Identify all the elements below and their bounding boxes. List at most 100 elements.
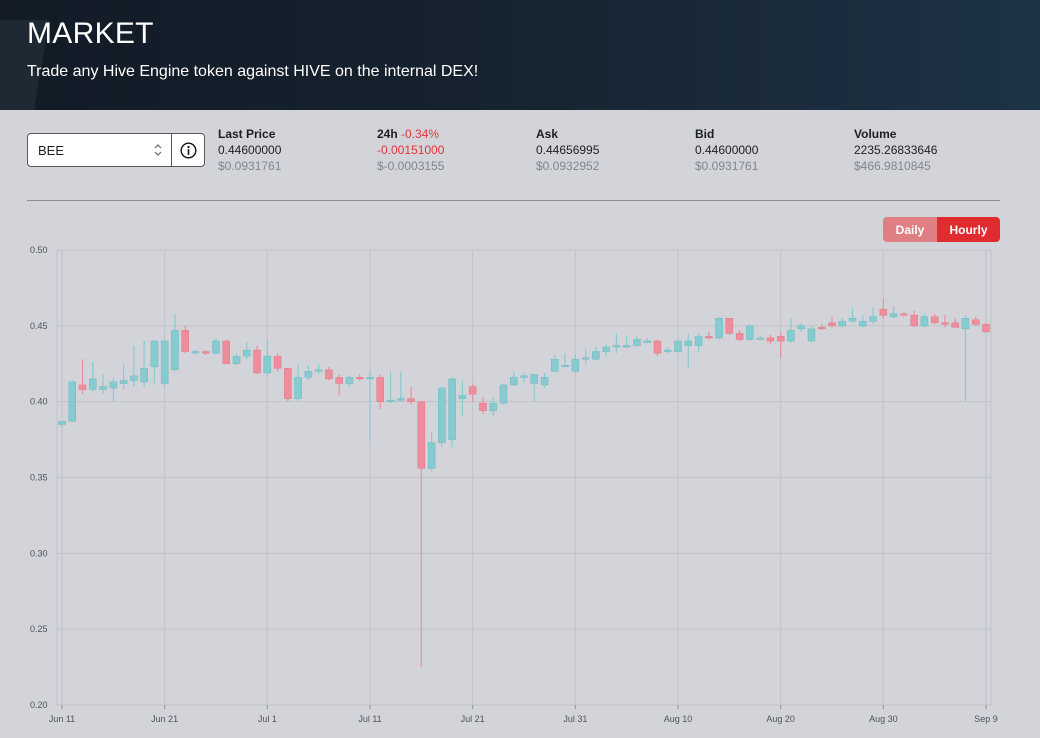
candle-body [304, 371, 313, 378]
stat-usd: $0.0932952 [536, 159, 600, 173]
candle-body [684, 340, 693, 346]
candle-body [386, 399, 395, 402]
stat-value: 0.44656995 [536, 143, 600, 157]
hourly-button[interactable]: Hourly [937, 217, 1000, 242]
candle-body [212, 340, 220, 354]
page-title: MARKET [27, 17, 154, 50]
candle-body [705, 336, 713, 339]
y-tick-label: 0.50 [30, 245, 48, 255]
x-tick-label: Aug 20 [766, 714, 795, 724]
candle-body [294, 377, 302, 399]
stat-value: 0.44600000 [218, 143, 282, 157]
y-tick-label: 0.35 [30, 473, 48, 483]
stat-bid: Bid 0.44600000 $0.0931761 [695, 126, 758, 174]
candle-body [140, 368, 148, 383]
stat-label: Last Price [218, 127, 276, 141]
stat-label: 24h [377, 127, 398, 141]
candle-body [581, 357, 590, 360]
candle-body [438, 387, 446, 443]
x-tick-label: Jul 31 [563, 714, 587, 724]
stat-value: 0.44600000 [695, 143, 759, 157]
y-tick-label: 0.40 [30, 397, 48, 407]
y-tick-label: 0.30 [30, 548, 48, 558]
stat-label: Volume [854, 127, 897, 141]
y-tick-label: 0.45 [30, 321, 48, 331]
stat-usd: $-0.0003155 [377, 159, 445, 173]
stat-usd: $0.0931761 [695, 159, 759, 173]
stat-percent: -0.34% [401, 127, 440, 141]
stat-ask: Ask 0.44656995 $0.0932952 [536, 126, 599, 174]
candle-body [530, 374, 539, 384]
candle-body [551, 358, 559, 372]
candle-body [284, 368, 292, 399]
y-tick-label: 0.20 [30, 700, 48, 710]
candle-body [479, 402, 487, 412]
candle-body [468, 386, 477, 395]
candle-body [150, 340, 159, 368]
candle-body [325, 369, 333, 380]
y-tick-label: 0.25 [30, 624, 48, 634]
candle-body [807, 328, 816, 342]
candle-body [787, 330, 795, 342]
candle-body [663, 349, 672, 352]
x-tick-label: Jul 21 [461, 714, 485, 724]
candle-body [191, 351, 200, 354]
candle-body [540, 377, 549, 386]
candle-body [971, 319, 980, 325]
candle-body [817, 327, 826, 330]
stat-value: 2235.26833646 [854, 143, 938, 157]
stat-usd: $466.9810845 [854, 159, 931, 173]
candle-body [571, 358, 580, 372]
candle-body [930, 316, 939, 324]
stat-last-price: Last Price 0.44600000 $0.0931761 [218, 126, 281, 174]
candle-body [602, 346, 610, 352]
candle-body [828, 322, 836, 327]
daily-button[interactable]: Daily [883, 217, 937, 242]
token-select-value: BEE [38, 142, 65, 158]
candle-body [99, 386, 107, 390]
candle-body [273, 355, 282, 369]
candle-body [951, 322, 959, 328]
x-tick-label: Aug 10 [664, 714, 693, 724]
candle-body [776, 336, 785, 342]
x-tick-label: Jul 1 [258, 714, 277, 724]
candle-body [160, 340, 169, 384]
candle-body [448, 378, 456, 440]
candle-body [489, 402, 497, 412]
candle-body [171, 330, 179, 371]
candle-body [509, 377, 518, 386]
candle-body [181, 330, 189, 352]
candle-body [838, 321, 847, 327]
candle-body [612, 345, 621, 348]
candle-body [694, 336, 703, 346]
candle-body [222, 340, 231, 364]
token-select[interactable]: BEE [27, 133, 172, 167]
candle-body [314, 369, 323, 372]
candle-body [633, 339, 641, 346]
info-icon [179, 141, 197, 159]
candle-body [900, 313, 908, 316]
page-banner: MARKET Trade any Hive Engine token again… [0, 0, 1040, 110]
candle-body [78, 384, 87, 390]
candle-body [253, 349, 261, 374]
candle-body [119, 380, 128, 384]
candle-body [653, 340, 662, 354]
candle-body [920, 316, 929, 327]
stat-volume: Volume 2235.26833646 $466.9810845 [854, 126, 937, 174]
token-info-button[interactable] [171, 133, 205, 167]
candle-body [58, 421, 66, 425]
candle-body [232, 355, 241, 364]
candle-body [335, 377, 343, 384]
candle-body [109, 381, 118, 389]
candle-body [848, 318, 857, 322]
stat-usd: $0.0931761 [218, 159, 282, 173]
candle-body [397, 398, 405, 401]
candle-body [427, 442, 436, 469]
x-tick-label: Sep 9 [974, 714, 998, 724]
divider [27, 200, 1000, 201]
candle-body [345, 377, 354, 384]
candle-body [130, 375, 138, 381]
candle-body [735, 333, 744, 340]
candle-body [263, 355, 272, 374]
